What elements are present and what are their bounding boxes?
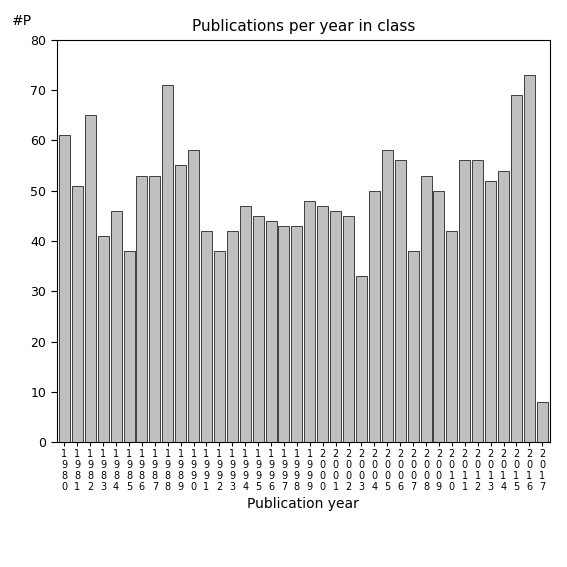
Bar [537,402,548,442]
Bar [446,231,458,442]
Bar [433,191,445,442]
Bar [188,150,199,442]
Y-axis label: #P: #P [12,14,32,28]
Bar [98,236,109,442]
Bar [162,85,174,442]
Bar [343,216,354,442]
Bar [421,176,431,442]
Bar [124,251,134,442]
Title: Publications per year in class: Publications per year in class [192,19,415,35]
Bar [485,180,496,442]
Bar [227,231,238,442]
Bar [149,176,160,442]
Bar [382,150,393,442]
Bar [369,191,380,442]
Bar [85,115,96,442]
Bar [214,251,225,442]
Bar [240,206,251,442]
Bar [304,201,315,442]
Bar [175,166,186,442]
Bar [459,160,470,442]
Bar [59,136,70,442]
Bar [498,171,509,442]
Bar [408,251,418,442]
Bar [111,211,121,442]
X-axis label: Publication year: Publication year [247,497,359,511]
Bar [395,160,405,442]
Bar [72,185,83,442]
Bar [330,211,341,442]
Bar [317,206,328,442]
Bar [356,276,367,442]
Bar [265,221,277,442]
Bar [524,75,535,442]
Bar [201,231,212,442]
Bar [278,226,290,442]
Bar [137,176,147,442]
Bar [291,226,302,442]
Bar [511,95,522,442]
Bar [253,216,264,442]
Bar [472,160,483,442]
